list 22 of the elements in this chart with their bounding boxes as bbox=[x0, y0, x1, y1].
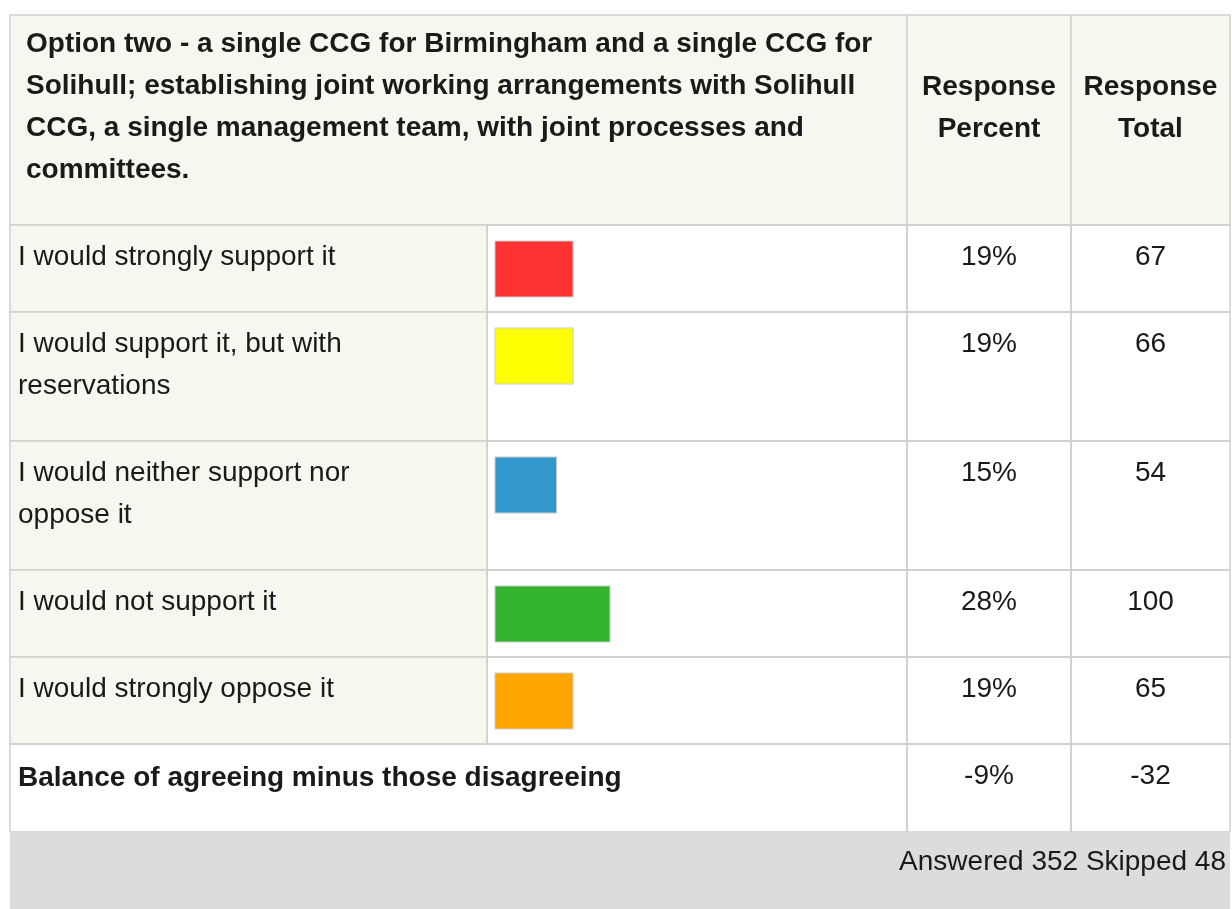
data-label: 28% bbox=[960, 585, 1018, 616]
data-label: 19% bbox=[960, 240, 1018, 271]
data-label: 19% bbox=[960, 327, 1018, 358]
y-tick-label: I would support it, but with reservations bbox=[18, 327, 342, 400]
text: 67 bbox=[1134, 240, 1167, 271]
text: 65 bbox=[1134, 672, 1167, 703]
text: Balance of agreeing minus those disagreeing bbox=[18, 761, 622, 792]
chart-title: Option two - a single CCG for Birmingham and a single CCG for Solihull; establishing joint working arrangements with Solihull CCG, a single management team, with joint processes and committees. bbox=[26, 27, 873, 184]
data-label: 15% bbox=[960, 456, 1018, 487]
text: -32 bbox=[1130, 759, 1171, 790]
text: 100 bbox=[1127, 585, 1174, 616]
text: Response Percent bbox=[922, 70, 1056, 143]
text: -9% bbox=[964, 759, 1014, 790]
text: Answered 352 Skipped 48 bbox=[899, 845, 1226, 876]
y-tick-label: I would strongly oppose it bbox=[18, 672, 335, 703]
y-tick-label: I would neither support nor oppose it bbox=[18, 456, 350, 529]
text: 54 bbox=[1134, 456, 1167, 487]
data-label: 19% bbox=[960, 672, 1018, 703]
y-tick-label: I would strongly support it bbox=[18, 240, 336, 271]
text: Response Total bbox=[1083, 70, 1218, 143]
text: 66 bbox=[1134, 327, 1167, 358]
y-tick-label: I would not support it bbox=[18, 585, 277, 616]
